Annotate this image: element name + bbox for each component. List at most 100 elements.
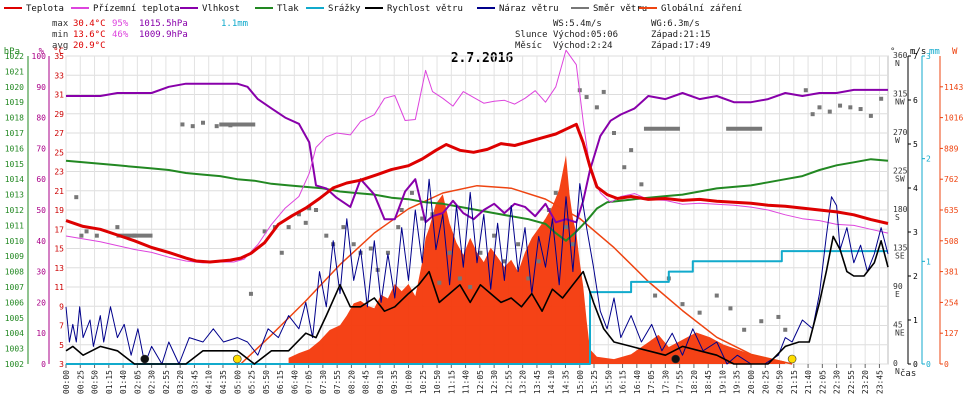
percent-axis-tick-10: 100 (32, 52, 47, 61)
temp-axis-tick-5: 13 (54, 264, 64, 273)
x-tick-label-13: 05:25 (248, 370, 257, 394)
wind-dir-point-68 (827, 109, 832, 114)
x-tick-label-46: 19:10 (718, 370, 727, 394)
chart-title: 2.7.2016 (451, 51, 514, 66)
dir-tick-1: 45 (893, 321, 903, 330)
wind-tick-1: 1 (913, 316, 918, 325)
x-tick-label-14: 05:50 (262, 370, 271, 394)
wind-dir-point-36 (468, 285, 473, 289)
rad-axis-unit: W (952, 47, 958, 57)
x-tick-label-56: 23:20 (861, 370, 870, 394)
x-tick-label-40: 16:40 (633, 370, 642, 394)
wind-dir-point-50 (601, 89, 606, 94)
dir-label-4: S (895, 213, 900, 222)
sun-label: Slunce (515, 30, 548, 40)
x-tick-label-17: 07:05 (305, 370, 314, 394)
rad-tick-9: 1143 (944, 83, 963, 92)
legend-label-7: Směr větru (593, 4, 647, 14)
percent-axis-tick-5: 50 (36, 206, 46, 215)
dir-label-6: W (895, 136, 900, 145)
wind-tick-7: 7 (913, 52, 918, 61)
x-tick-label-31: 12:55 (504, 370, 513, 394)
hpa-axis-tick-7: 1009 (5, 252, 24, 261)
temp-axis-tick-9: 21 (54, 187, 64, 196)
percent-axis-unit: % (39, 47, 45, 57)
hpa-axis-tick-14: 1016 (5, 144, 24, 153)
x-tick-label-52: 21:40 (804, 370, 813, 394)
x-tick-label-6: 02:30 (148, 370, 157, 394)
x-tick-label-49: 20:25 (761, 370, 770, 394)
wind-dir-point-39 (502, 259, 507, 264)
wind-dir-point-45 (564, 225, 569, 230)
wind-dir-point-31 (420, 216, 425, 221)
wind-dir-point-61 (742, 327, 747, 332)
hpa-axis-unit: hPa (4, 47, 20, 57)
wind-dir-point-54 (639, 182, 644, 187)
x-tick-label-11: 04:35 (219, 370, 228, 394)
x-tick-label-42: 17:30 (661, 370, 670, 394)
wind-dir-point-7 (190, 124, 195, 129)
hpa-axis-tick-1: 1003 (5, 345, 24, 354)
x-tick-label-25: 10:25 (419, 370, 428, 394)
hpa-axis-tick-15: 1017 (5, 129, 24, 138)
wind-dir-point-38 (492, 233, 497, 238)
legend-label-1: Přízemní teplota (93, 4, 180, 14)
hpa-axis-tick-8: 1010 (5, 237, 24, 246)
dir-tick-2: 90 (893, 282, 903, 291)
legend-label-5: Rychlost větru (387, 4, 463, 14)
wind-dir-point-58 (697, 310, 702, 315)
wind-dir-point-62 (759, 319, 764, 324)
wind-dir-point-51 (612, 131, 616, 135)
temp-axis-tick-2: 7 (59, 322, 64, 331)
temp-axis-tick-13: 29 (54, 110, 64, 119)
x-tick-label-10: 04:10 (205, 370, 214, 394)
legend: Teplota Přízemní teplota Vlhkost Tlak Srážky… (4, 4, 742, 14)
hpa-axis-tick-20: 1022 (5, 52, 24, 61)
wind-dir-point-20 (324, 233, 329, 238)
wind-dir-point-33 (437, 280, 442, 285)
temp-axis-tick-10: 23 (54, 168, 64, 177)
x-tick-label-44: 18:20 (690, 370, 699, 394)
rad-tick-3: 381 (944, 268, 959, 277)
wind-dir-point-16 (296, 212, 301, 217)
stats-panel: max 30.4°C 95% 1015.5hPa 1.1mm min 13.6°… (52, 19, 248, 51)
moon-label: Měsíc (515, 41, 542, 51)
dir-tick-0: 0 (893, 359, 898, 368)
hpa-axis-tick-18: 1020 (5, 83, 24, 92)
x-tick-label-36: 15:00 (576, 370, 585, 394)
wind-tick-6: 6 (913, 96, 918, 105)
x-tick-label-35: 14:35 (561, 370, 570, 394)
x-tick-label-4: 01:40 (119, 370, 128, 394)
dir-tick-4: 180 (893, 205, 908, 214)
rain-tick-2: 2 (926, 155, 931, 164)
legend-label-0: Teplota (26, 4, 64, 14)
wind-dir-point-14 (279, 250, 284, 255)
moon-rise: Východ:2:24 (553, 41, 613, 51)
wind-dir-point-52 (622, 165, 627, 170)
wind-dir-point-67 (817, 105, 822, 110)
wind-dir-point-23 (351, 242, 356, 247)
wind-dir-point-12 (262, 229, 267, 234)
x-tick-label-24: 10:00 (405, 370, 414, 394)
wind-dir-point-55 (653, 293, 658, 298)
ws-text: WS:5.4m/s (553, 19, 602, 29)
wind-dir-point-66 (810, 112, 815, 117)
wind-tick-5: 5 (913, 140, 918, 149)
wind-tick-4: 4 (913, 184, 918, 193)
wind-dir-point-25 (368, 246, 373, 251)
x-tick-label-26: 10:50 (433, 370, 442, 394)
wind-dir-point-64 (783, 327, 788, 332)
wind-dir-point-37 (478, 250, 483, 255)
stat-max-label: max (52, 19, 69, 29)
hpa-axis-tick-11: 1013 (5, 191, 24, 200)
x-tick-label-1: 00:25 (76, 370, 85, 394)
dir-tick-7: 315 (893, 90, 908, 99)
percent-axis-tick-9: 90 (36, 83, 46, 92)
wind-dir-point-9 (214, 124, 219, 129)
x-tick-label-18: 07:30 (319, 370, 328, 394)
x-tick-label-7: 02:55 (162, 370, 171, 394)
marker-0 (140, 354, 150, 364)
x-tick-label-30: 12:30 (490, 370, 499, 394)
hpa-axis-tick-0: 1002 (5, 360, 24, 369)
